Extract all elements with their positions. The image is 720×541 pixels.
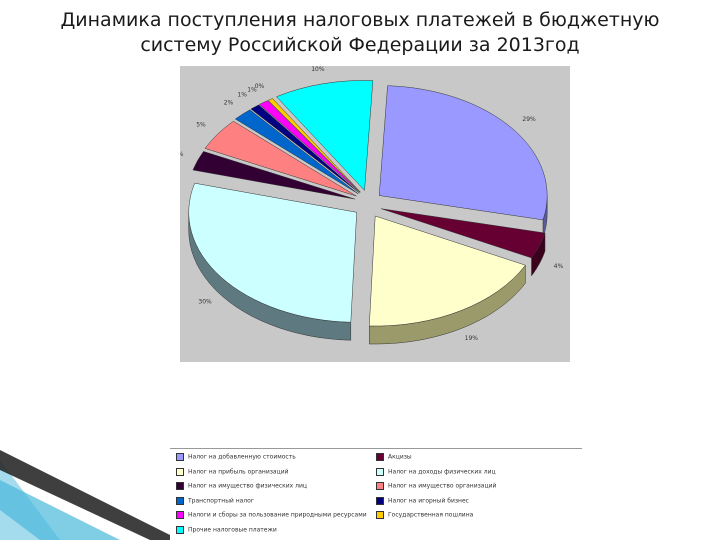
chart-legend: Налог на добавленную стоимость Акцизы Нало… bbox=[170, 448, 582, 541]
legend-entry-9: Государственная пошлина bbox=[376, 511, 473, 523]
data-label-4: 3% bbox=[180, 151, 184, 158]
slide-decoration bbox=[0, 450, 180, 540]
legend-entry-2: Налог на прибыль организаций bbox=[176, 467, 289, 480]
legend-entry-5: Налог на имущество организаций bbox=[376, 482, 496, 494]
legend-entry-1: Акцизы bbox=[376, 453, 412, 465]
legend-swatch-8 bbox=[176, 511, 184, 519]
data-label-9: 0% bbox=[255, 83, 265, 90]
data-label-2: 19% bbox=[465, 335, 479, 342]
legend-label-0: Налог на добавленную стоимость bbox=[188, 453, 296, 461]
pie-chart: 29%4%19%30%3%5%2%1%1%0%10% bbox=[180, 66, 564, 345]
legend-entry-3: Налог на доходы физических лиц bbox=[376, 467, 496, 480]
legend-swatch-6 bbox=[176, 496, 184, 505]
legend-swatch-1 bbox=[376, 453, 384, 461]
pie-slice-6 bbox=[234, 109, 359, 195]
legend-entry-6: Транспортный налог bbox=[176, 496, 254, 509]
legend-entry-7: Налог на игорный бизнес bbox=[376, 496, 469, 509]
legend-swatch-0 bbox=[176, 453, 184, 461]
plot-area: 29%4%19%30%3%5%2%1%1%0%10% bbox=[180, 66, 570, 362]
title-line-1: Динамика поступления налоговых платежей … bbox=[60, 9, 660, 31]
legend-label-6: Транспортный налог bbox=[188, 497, 254, 504]
legend-entry-10: Прочие налоговые платежи bbox=[176, 525, 277, 538]
legend-swatch-4 bbox=[176, 482, 184, 490]
pie-slice-0 bbox=[378, 85, 548, 221]
legend-swatch-9 bbox=[376, 511, 384, 519]
data-label-10: 10% bbox=[311, 66, 325, 73]
legend-swatch-10 bbox=[176, 525, 184, 534]
data-label-0: 29% bbox=[522, 116, 536, 123]
legend-entry-0: Налог на добавленную стоимость bbox=[176, 453, 296, 465]
chart-title: Динамика поступления налоговых платежей … bbox=[40, 8, 680, 58]
data-label-8: 1% bbox=[247, 87, 257, 94]
pie-slice-10 bbox=[276, 80, 374, 191]
data-label-6: 2% bbox=[224, 100, 234, 107]
legend-swatch-3 bbox=[376, 467, 384, 476]
legend-label-5: Налог на имущество организаций bbox=[388, 482, 497, 490]
pie-slice-2 bbox=[369, 215, 526, 327]
pie-slice-7 bbox=[250, 104, 360, 194]
legend-label-4: Налог на имущество физических лиц bbox=[188, 482, 307, 490]
legend-label-2: Налог на прибыль организаций bbox=[188, 468, 289, 475]
data-label-3: 30% bbox=[198, 298, 212, 305]
pie-slice-1 bbox=[381, 208, 546, 259]
legend-label-3: Налог на доходы физических лиц bbox=[388, 468, 496, 475]
data-label-1: 4% bbox=[554, 263, 564, 270]
legend-label-9: Государственная пошлина bbox=[388, 511, 474, 519]
data-label-5: 5% bbox=[196, 122, 206, 129]
pie-slice-3 bbox=[188, 182, 357, 323]
legend-label-7: Налог на игорный бизнес bbox=[388, 497, 469, 504]
data-label-7: 1% bbox=[237, 92, 247, 99]
legend-swatch-7 bbox=[376, 496, 384, 505]
legend-swatch-2 bbox=[176, 467, 184, 476]
pie-slice-4 bbox=[192, 151, 355, 200]
legend-label-8: Налоги и сборы за пользование природными… bbox=[188, 511, 367, 519]
legend-entry-8: Налоги и сборы за пользование природными… bbox=[176, 511, 367, 523]
legend-label-1: Акцизы bbox=[388, 453, 412, 461]
legend-label-10: Прочие налоговые платежи bbox=[188, 526, 277, 533]
pie-slice-5 bbox=[204, 120, 357, 197]
pie-slice-8 bbox=[258, 100, 361, 193]
title-line-2: систему Российской Федерации за 2013год bbox=[140, 34, 580, 56]
legend-swatch-5 bbox=[376, 482, 384, 490]
legend-entry-4: Налог на имущество физических лиц bbox=[176, 482, 307, 494]
pie-slice-9 bbox=[267, 98, 361, 193]
